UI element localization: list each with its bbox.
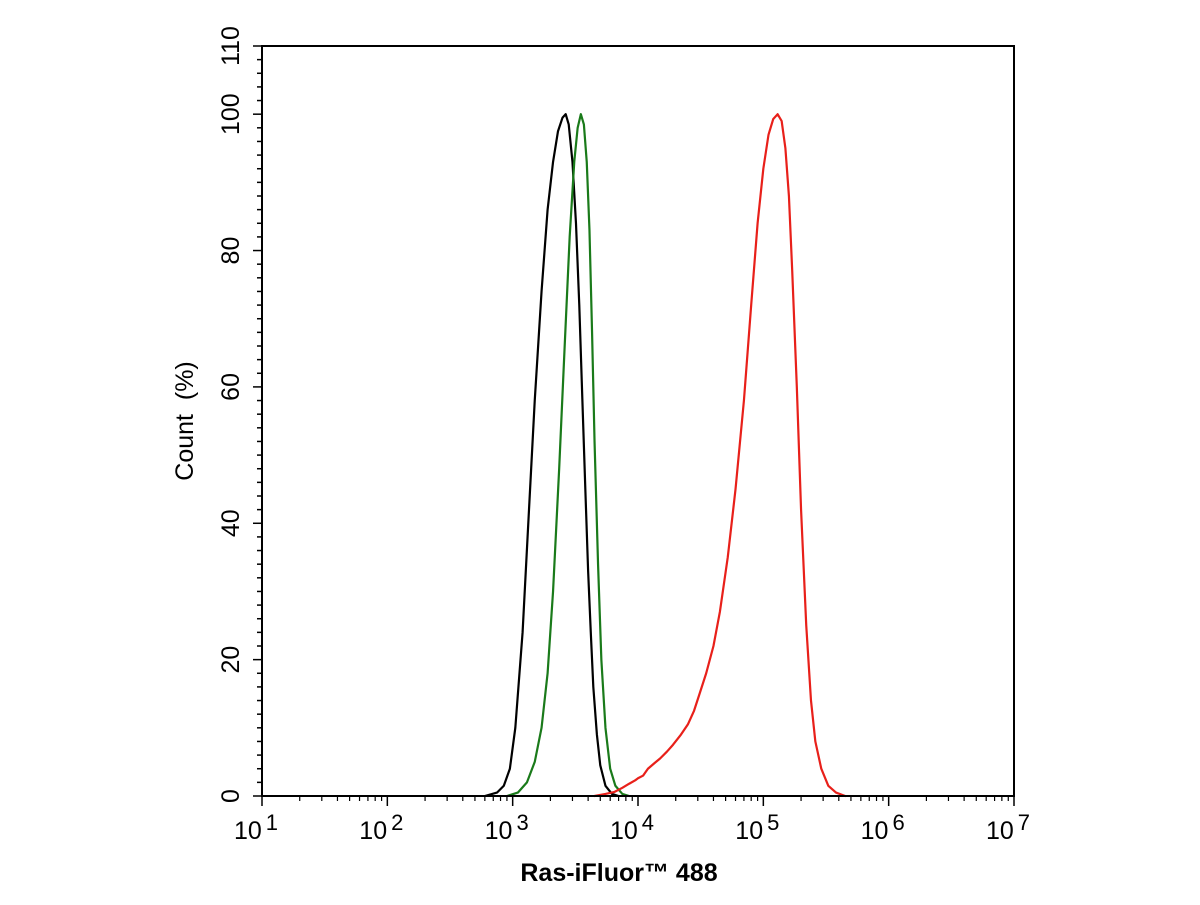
- x-tick-label: 10 4: [610, 810, 654, 845]
- x-tick-label: 10 1: [234, 810, 278, 845]
- y-tick-label: 0: [217, 789, 245, 803]
- x-tick-exponent: 7: [1018, 810, 1030, 835]
- x-tick-base: 10: [986, 817, 1014, 845]
- series-line-2: [505, 113, 631, 798]
- y-tick-label: 110: [217, 26, 245, 66]
- y-axis-title: Count (%): [171, 361, 199, 480]
- x-tick-base: 10: [735, 817, 763, 845]
- x-tick-exponent: 6: [892, 810, 904, 835]
- x-tick-label: 10 2: [359, 810, 403, 845]
- y-tick-label: 100: [217, 93, 245, 135]
- x-tick-label: 10 5: [735, 810, 779, 845]
- x-axis-title: Ras-iFluor™ 488: [520, 859, 717, 887]
- x-tick-base: 10: [359, 817, 387, 845]
- y-tick-label: 20: [217, 646, 245, 674]
- x-tick-base: 10: [610, 817, 638, 845]
- x-tick-exponent: 3: [516, 810, 528, 835]
- x-tick-exponent: 1: [266, 810, 278, 835]
- x-tick-exponent: 4: [642, 810, 654, 835]
- x-tick-base: 10: [861, 817, 889, 845]
- series-layer: [483, 113, 847, 798]
- x-tick-exponent: 5: [767, 810, 779, 835]
- x-tick-base: 10: [234, 817, 262, 845]
- y-tick-label: 40: [217, 509, 245, 537]
- series-line-3: [593, 113, 847, 798]
- y-tick-label: 60: [217, 373, 245, 401]
- x-tick-label: 10 7: [986, 810, 1030, 845]
- plot-frame: [261, 45, 1015, 797]
- x-tick-label: 10 3: [485, 810, 529, 845]
- y-tick-label: 80: [217, 237, 245, 265]
- series-line-1: [483, 113, 620, 798]
- x-tick-exponent: 2: [391, 810, 403, 835]
- x-tick-base: 10: [485, 817, 513, 845]
- x-tick-label: 10 6: [861, 810, 905, 845]
